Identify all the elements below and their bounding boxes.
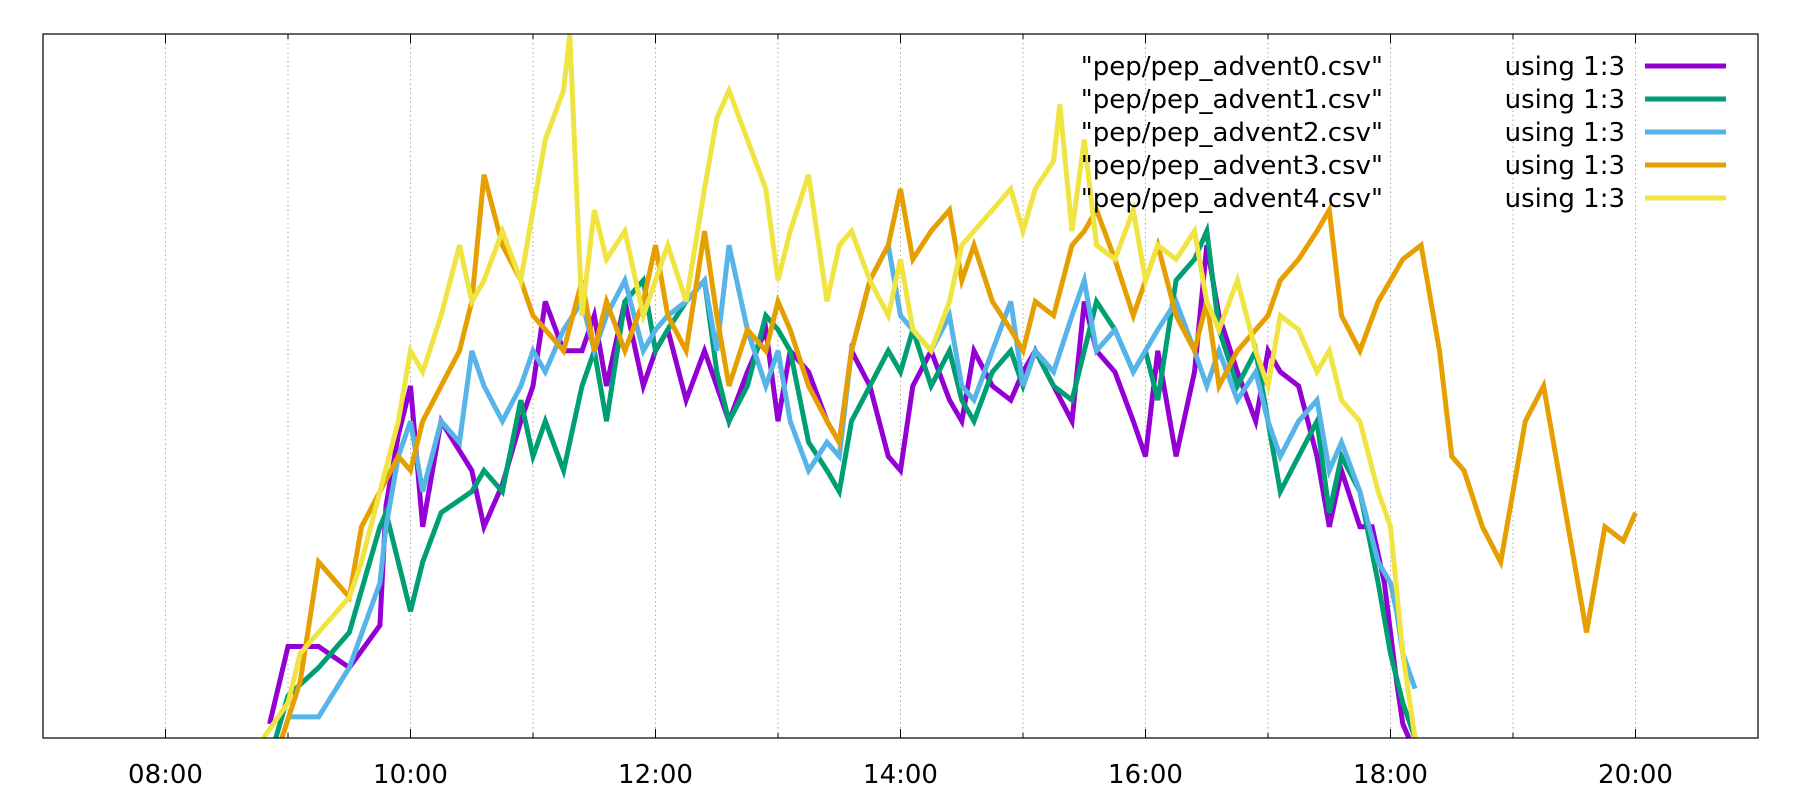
legend-entry-name: "pep/pep_advent4.csv" [1081, 184, 1383, 214]
x-tick-label: 20:00 [1598, 760, 1673, 790]
legend-entry-spec: using 1:3 [1505, 151, 1625, 181]
series-line-4 [261, 33, 1418, 740]
series-line-1 [273, 221, 1418, 739]
series-line-3 [279, 174, 1638, 739]
x-tick-label: 10:00 [373, 760, 448, 790]
x-tick-label: 18:00 [1353, 760, 1428, 790]
legend-entry-name: "pep/pep_advent1.csv" [1081, 85, 1383, 115]
legend: "pep/pep_advent0.csv" using 1:3"pep/pep_a… [1081, 52, 1726, 214]
legend-entry-name: "pep/pep_advent3.csv" [1081, 151, 1383, 181]
x-tick-label: 16:00 [1108, 760, 1183, 790]
legend-entry-spec: using 1:3 [1505, 118, 1625, 148]
series-lines [261, 33, 1638, 740]
x-tick-label: 12:00 [618, 760, 693, 790]
legend-entry-name: "pep/pep_advent2.csv" [1081, 118, 1383, 148]
x-tick-label: 08:00 [128, 760, 203, 790]
legend-entry-spec: using 1:3 [1505, 85, 1625, 115]
x-grid-lines [165, 34, 1636, 738]
legend-entry-spec: using 1:3 [1505, 52, 1625, 82]
x-axis-ticks: 08:00 10:00 12:00 14:00 16:00 18:00 20:00 [128, 34, 1673, 790]
x-tick-label: 14:00 [863, 760, 938, 790]
legend-entry-spec: using 1:3 [1505, 184, 1625, 214]
legend-entry-name: "pep/pep_advent0.csv" [1081, 52, 1383, 82]
